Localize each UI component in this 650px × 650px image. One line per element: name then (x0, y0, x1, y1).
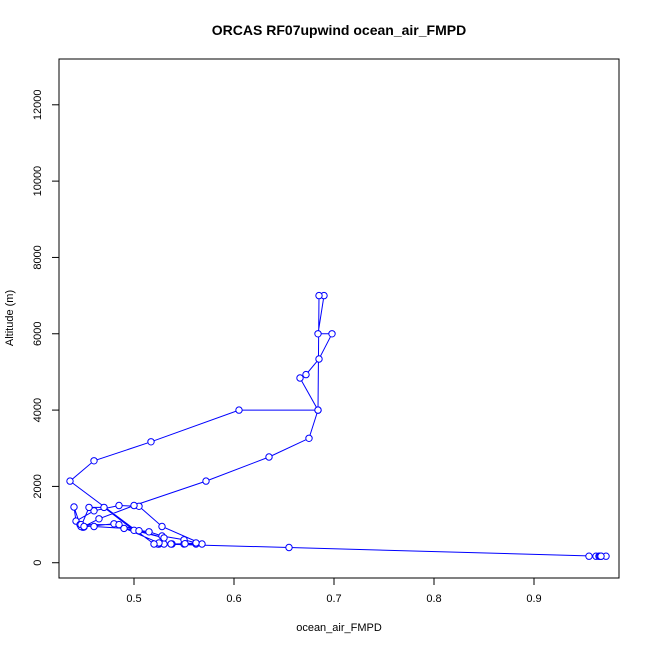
data-point (285, 543, 293, 552)
plot-frame (58, 58, 620, 579)
data-point (328, 330, 336, 338)
data-point (302, 370, 310, 379)
data-point (66, 477, 74, 485)
data-point (158, 522, 166, 531)
data-point (90, 507, 98, 515)
data-point (314, 406, 322, 414)
data-point (90, 457, 98, 465)
data-point (70, 503, 78, 511)
data-point (265, 453, 273, 461)
x-tick-label: 0.6 (226, 593, 241, 605)
data-point (198, 540, 206, 548)
chart-title: ORCAS RF07upwind ocean_air_FMPD (212, 22, 466, 38)
data-point (120, 524, 128, 533)
data-point (95, 515, 103, 523)
x-tick-label: 0.8 (426, 593, 441, 605)
data-point (100, 503, 108, 512)
y-tick-label: 10000 (32, 166, 44, 197)
data-point (135, 527, 143, 535)
data-point (597, 552, 605, 560)
y-axis: 0 2000 4000 6000 8000 10000 12000 (32, 89, 59, 566)
data-point (314, 330, 322, 338)
y-tick-label: 0 (32, 560, 44, 566)
x-axis-label: ocean_air_FMPD (296, 622, 382, 634)
x-tick-label: 0.9 (526, 593, 541, 605)
y-axis-label: Altitude (m) (4, 290, 16, 346)
x-tick-label: 0.7 (326, 593, 341, 605)
data-point (85, 503, 93, 512)
data-point (315, 355, 323, 363)
data-point (80, 522, 88, 531)
data-point (147, 438, 155, 446)
data-point (181, 540, 189, 548)
data-point (192, 539, 200, 547)
y-tick-label: 4000 (32, 398, 44, 422)
x-axis: 0.5 0.6 0.7 0.8 0.9 (126, 578, 542, 605)
data-point (115, 520, 123, 529)
data-point (167, 540, 175, 548)
data-point (115, 501, 123, 510)
y-tick-label: 12000 (32, 89, 44, 120)
data-point (305, 434, 313, 442)
x-tick-label: 0.5 (126, 593, 141, 605)
y-tick-label: 6000 (32, 322, 44, 346)
series-layer (66, 291, 610, 560)
y-tick-label: 2000 (32, 474, 44, 498)
data-point (202, 477, 210, 485)
data-point (130, 501, 138, 510)
data-point (90, 522, 98, 531)
data-point (160, 534, 168, 542)
data-point (235, 406, 243, 414)
data-point (145, 528, 153, 536)
data-point (296, 374, 304, 382)
data-point (315, 291, 323, 300)
y-tick-label: 8000 (32, 245, 44, 269)
data-point (150, 540, 158, 548)
data-point (585, 552, 593, 560)
